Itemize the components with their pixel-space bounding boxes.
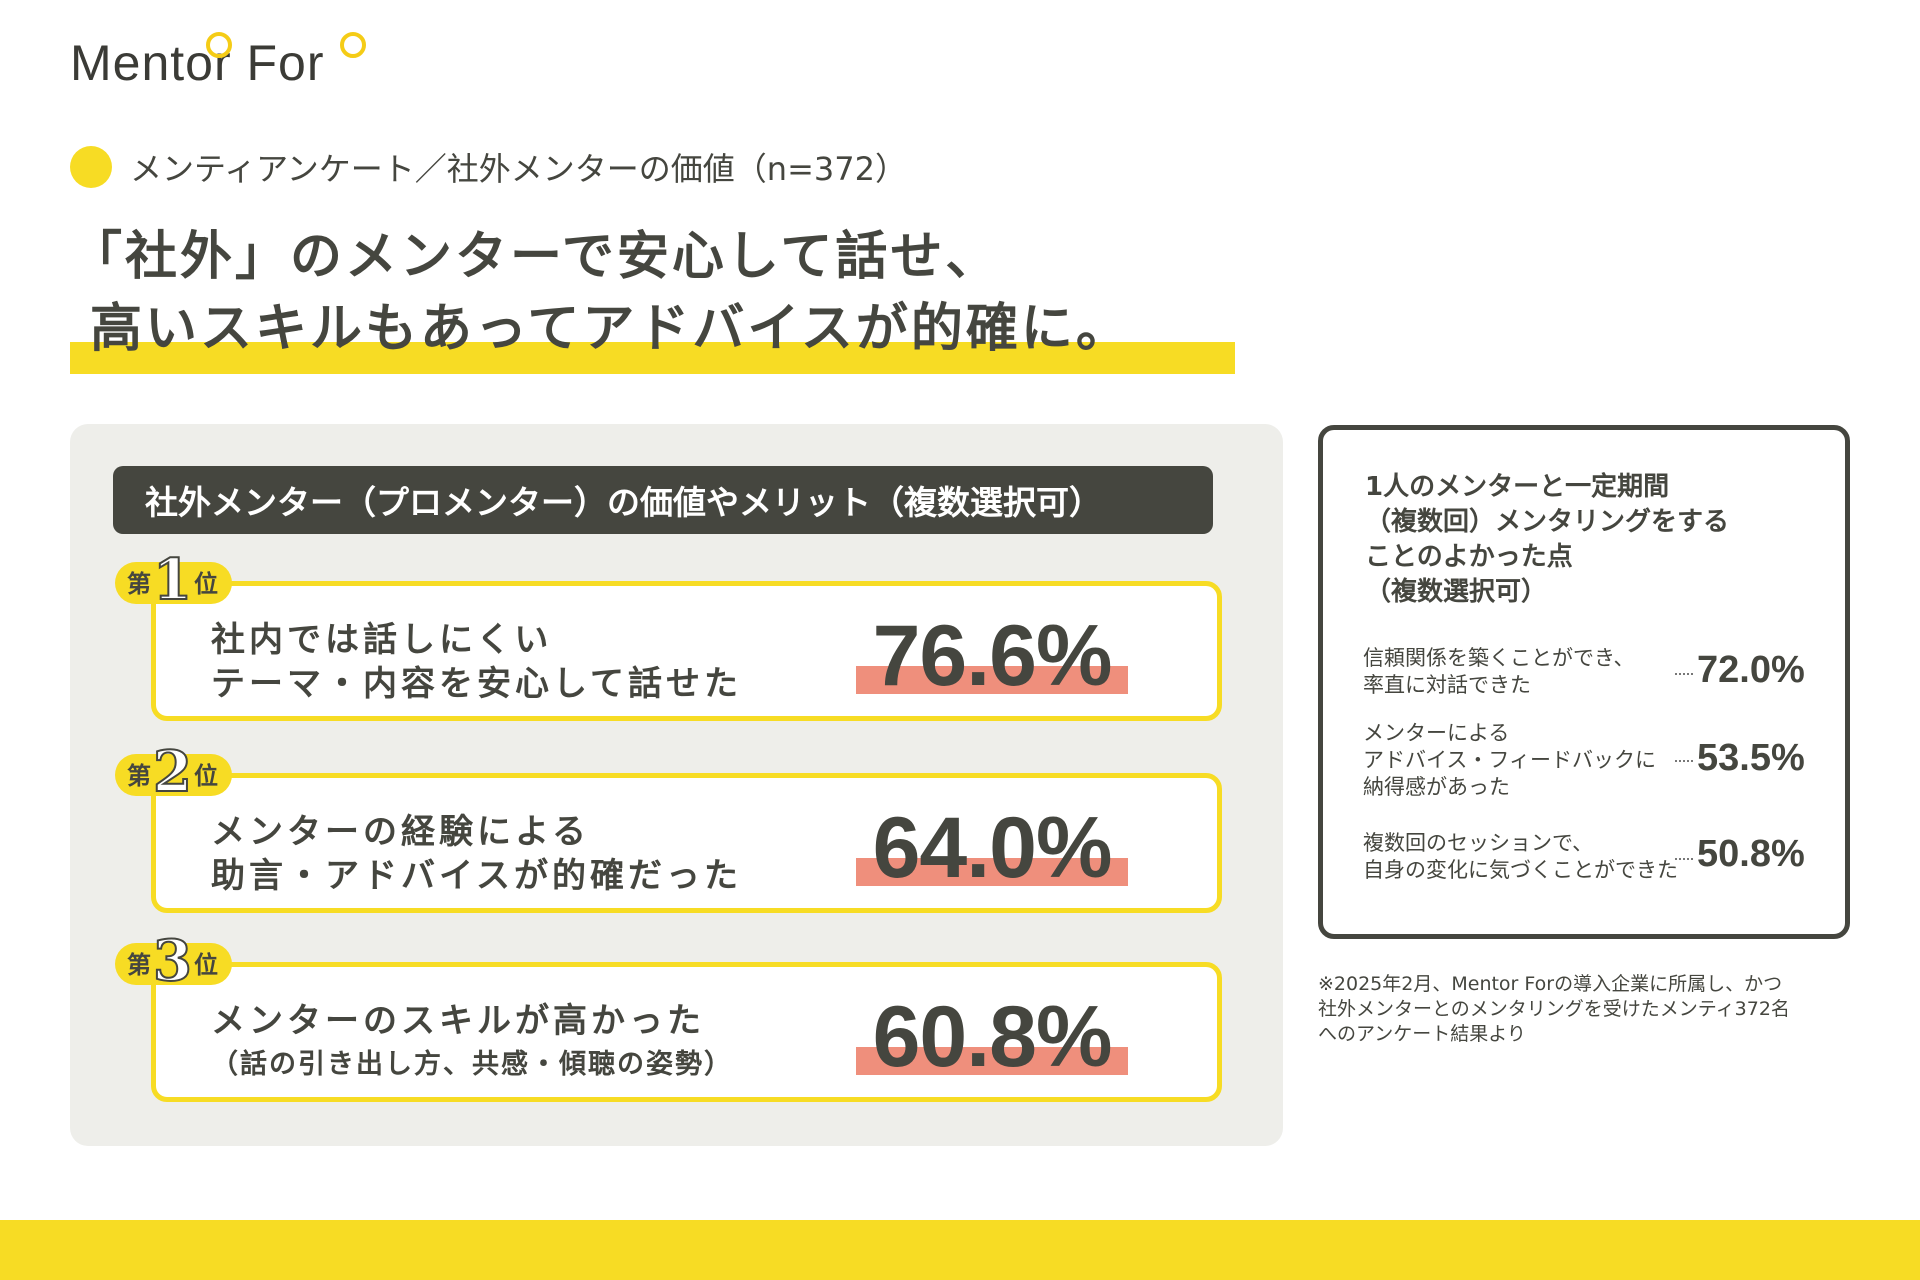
ranking-panel-title: 社外メンター（プロメンター）の価値やメリット（複数選択可）	[113, 466, 1213, 534]
benefit-value: 50.8%	[1697, 833, 1805, 875]
rank-number: 3	[152, 928, 193, 994]
rank-suffix: 位	[193, 951, 218, 979]
benefit-label-line: 納得感があった	[1363, 775, 1510, 799]
mentor-for-logo: Mentor For	[70, 32, 366, 92]
rank-line-1: 社内では話しにくい	[211, 620, 553, 660]
survey-subtitle: メンティアンケート／社外メンターの価値（n=372）	[70, 145, 907, 189]
rank-suffix: 位	[193, 570, 218, 598]
percentage-value: 76.6%	[872, 608, 1113, 704]
benefit-label-line: メンターによる	[1363, 721, 1510, 745]
rank-percentage: 76.6%	[856, 608, 1128, 704]
rank-percentage: 60.8%	[856, 989, 1128, 1085]
benefits-title-line: ことのよかった点	[1365, 542, 1573, 572]
rank-line-2: 助言・アドバイスが的確だった	[211, 856, 742, 896]
ranking-panel: 社外メンター（プロメンター）の価値やメリット（複数選択可） 第 1 位 社内では…	[70, 424, 1283, 1146]
logo-ring-icon	[206, 32, 232, 58]
dotted-leader	[1675, 673, 1693, 675]
page-headline: 「社外」のメンターで安心して話せ、 高いスキルもあってアドバイスが的確に。	[70, 222, 1235, 374]
benefits-title-line: （複数回）メンタリングをする	[1365, 507, 1730, 537]
percentage-highlight	[856, 858, 1128, 886]
rank-badge-3: 第 3 位	[115, 932, 232, 990]
rank-card-2: 第 2 位 メンターの経験による 助言・アドバイスが的確だった 64.0%	[115, 743, 1222, 913]
rank-prefix: 第	[127, 570, 151, 598]
rank-number: 2	[152, 739, 193, 805]
rank-prefix: 第	[127, 951, 151, 979]
percentage-value: 60.8%	[872, 989, 1113, 1085]
rank-line-1: メンターのスキルが高かった	[211, 1001, 705, 1041]
benefit-label-line: アドバイス・フィードバックに	[1363, 748, 1656, 772]
note-line: 社外メンターとのメンタリングを受けたメンティ372名	[1318, 998, 1790, 1020]
benefits-title-line: 1人のメンターと一定期間	[1365, 472, 1670, 502]
survey-note: ※2025年2月、Mentor Forの導入企業に所属し、かつ 社外メンターとの…	[1318, 972, 1878, 1047]
percentage-highlight	[856, 666, 1128, 694]
rank-badge-2: 第 2 位	[115, 743, 232, 801]
rank-description: 社内では話しにくい テーマ・内容を安心して話せた	[211, 618, 742, 706]
headline-line-2-wrap: 高いスキルもあってアドバイスが的確に。	[70, 294, 1235, 374]
benefit-item-3: 複数回のセッションで、 自身の変化に気づくことができた 50.8%	[1363, 830, 1813, 884]
benefit-label-line: 複数回のセッションで、	[1363, 831, 1594, 855]
benefit-value: 53.5%	[1697, 737, 1805, 779]
rank-card-1: 第 1 位 社内では話しにくい テーマ・内容を安心して話せた 76.6%	[115, 551, 1222, 721]
logo-ring-icon	[340, 32, 366, 58]
rank-line-2: テーマ・内容を安心して話せた	[211, 664, 742, 704]
benefits-title: 1人のメンターと一定期間 （複数回）メンタリングをする ことのよかった点 （複数…	[1365, 470, 1729, 610]
note-line: ※2025年2月、Mentor Forの導入企業に所属し、かつ	[1318, 973, 1783, 995]
benefit-label-line: 信頼関係を築くことができ、	[1363, 646, 1635, 670]
benefit-item-2: メンターによる アドバイス・フィードバックに 納得感があった 53.5%	[1363, 720, 1813, 801]
yellow-dot-icon	[70, 146, 112, 188]
rank-number: 1	[152, 547, 193, 613]
rank-description: メンターの経験による 助言・アドバイスが的確だった	[211, 810, 742, 898]
percentage-highlight	[856, 1047, 1128, 1075]
benefit-label-line: 自身の変化に気づくことができた	[1363, 858, 1678, 882]
rank-percentage: 64.0%	[856, 800, 1128, 896]
percentage-value: 64.0%	[872, 800, 1113, 896]
logo-text: Mentor For	[70, 35, 325, 91]
note-line: へのアンケート結果より	[1318, 1023, 1526, 1045]
rank-card-3: 第 3 位 メンターのスキルが高かった （話の引き出し方、共感・傾聴の姿勢） 6…	[115, 932, 1222, 1102]
subtitle-text: メンティアンケート／社外メンターの価値（n=372）	[130, 150, 907, 188]
rank-badge-1: 第 1 位	[115, 551, 232, 609]
benefits-title-line: （複数選択可）	[1365, 577, 1548, 607]
benefit-label-line: 率直に対話できた	[1363, 673, 1531, 697]
footer-bar	[0, 1220, 1920, 1280]
rank-suffix: 位	[193, 762, 218, 790]
benefits-box: 1人のメンターと一定期間 （複数回）メンタリングをする ことのよかった点 （複数…	[1318, 425, 1850, 939]
rank-prefix: 第	[127, 762, 151, 790]
rank-line-1: メンターの経験による	[211, 812, 590, 852]
dotted-leader	[1675, 858, 1693, 860]
headline-line-1: 「社外」のメンターで安心して話せ、	[70, 227, 1001, 287]
benefit-value: 72.0%	[1697, 649, 1805, 691]
headline-line-2: 高いスキルもあってアドバイスが的確に。	[90, 299, 1131, 359]
rank-description: メンターのスキルが高かった （話の引き出し方、共感・傾聴の姿勢）	[211, 999, 733, 1087]
benefit-item-1: 信頼関係を築くことができ、 率直に対話できた 72.0%	[1363, 645, 1813, 699]
dotted-leader	[1675, 760, 1693, 762]
rank-line-2: （話の引き出し方、共感・傾聴の姿勢）	[211, 1049, 733, 1080]
